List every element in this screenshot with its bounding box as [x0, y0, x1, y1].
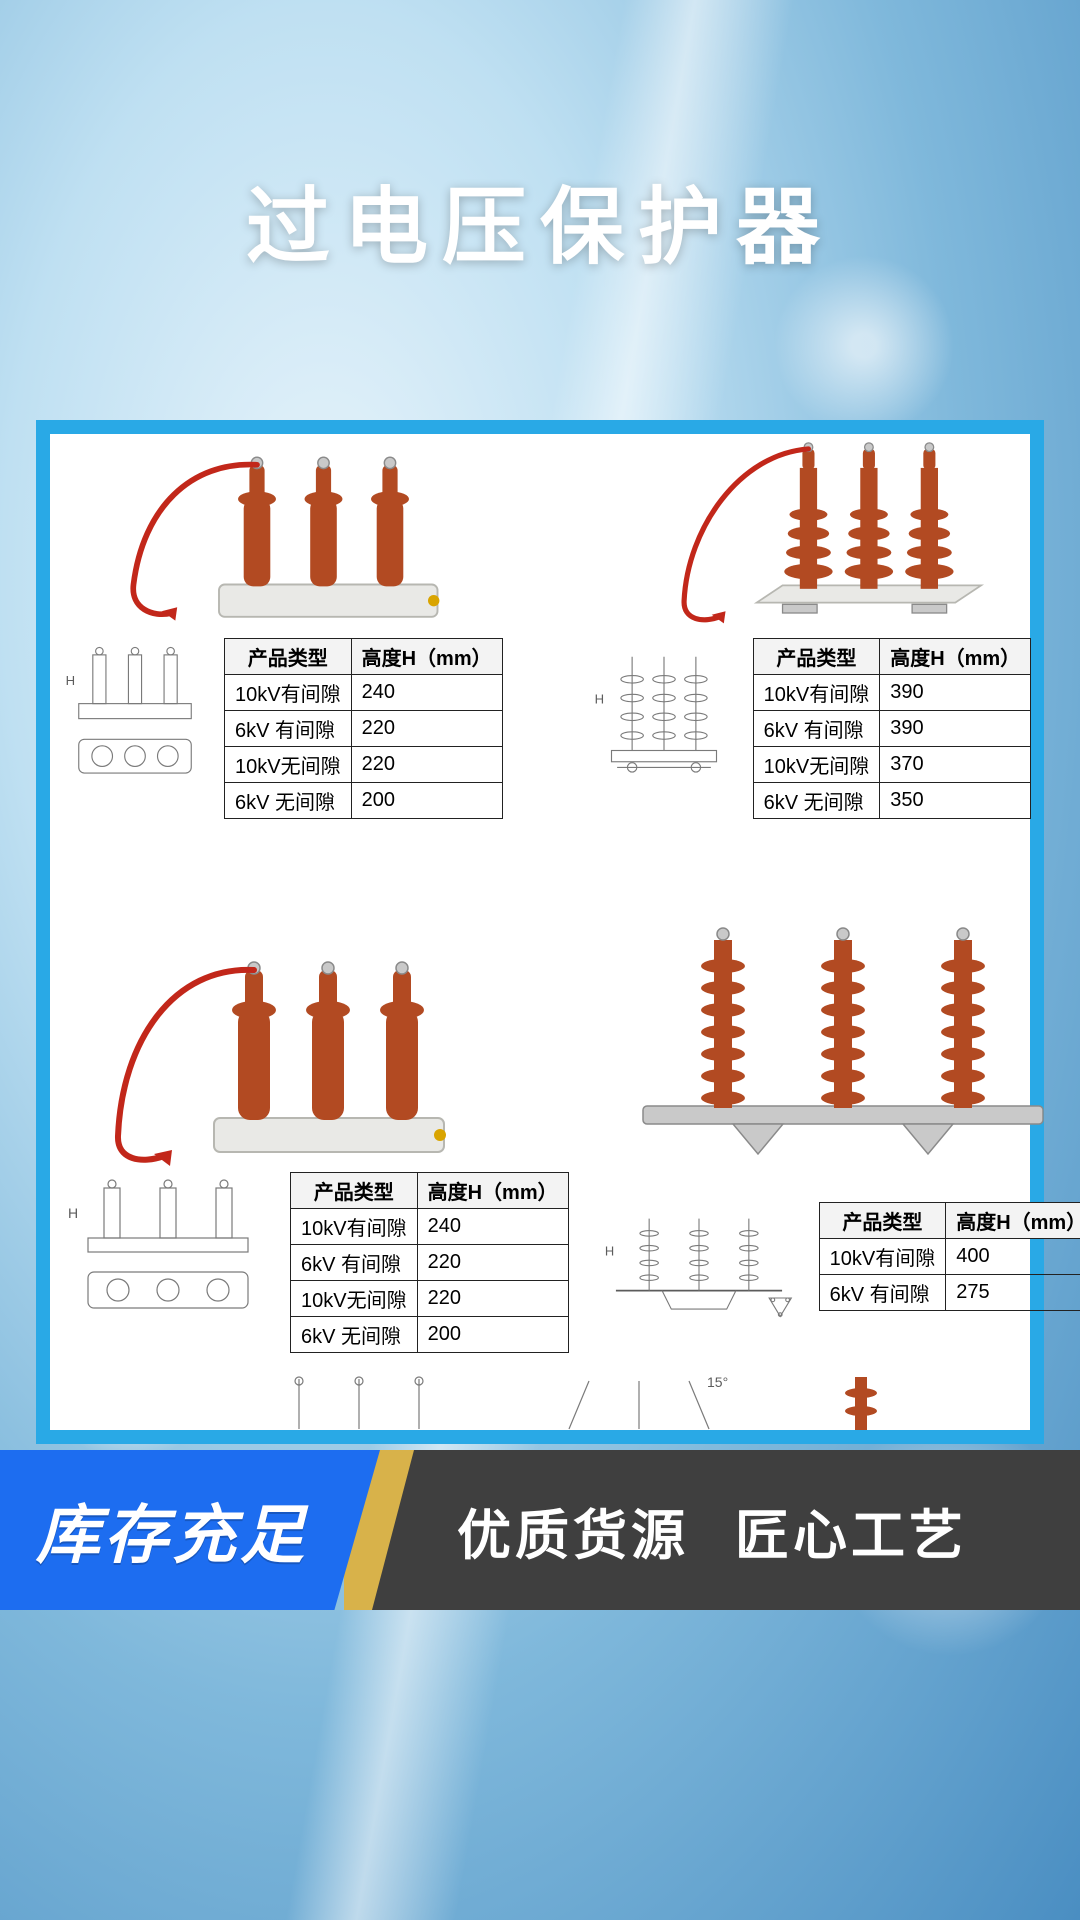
svg-text:H: H: [604, 1244, 613, 1259]
table-row: 10kV有间隙240: [291, 1208, 569, 1244]
catalog-truncated-row: 15°: [50, 1370, 1080, 1430]
schematic-drawing: H: [589, 1202, 809, 1322]
table-row: 10kV有间隙240: [225, 675, 503, 711]
col-header: 产品类型: [753, 639, 880, 675]
col-header: 产品类型: [819, 1203, 946, 1239]
col-header: 高度H（mm）: [417, 1172, 568, 1208]
catalog-cell-3: H 产品类型 高度H（mm） 10kV有间隙240 6kV 有间隙220 10k…: [50, 902, 579, 1360]
promo-banner: 库存充足 优质货源 匠心工艺: [0, 1450, 1080, 1610]
col-header: 高度H（mm）: [351, 639, 502, 675]
product-photo: [60, 442, 569, 632]
svg-text:15°: 15°: [707, 1374, 728, 1390]
col-header: 产品类型: [291, 1172, 418, 1208]
table-row: 10kV无间隙370: [753, 747, 1031, 783]
product-photo: [589, 910, 1080, 1170]
col-header: 高度H（mm）: [880, 639, 1031, 675]
schematic-drawing: H: [60, 1172, 280, 1322]
col-header: 高度H（mm）: [946, 1203, 1080, 1239]
catalog-cell-4: H 产品类型 高度H（mm） 10kV有间隙400 6k: [579, 902, 1080, 1360]
spec-table: 产品类型 高度H（mm） 10kV有间隙390 6kV 有间隙390 10kV无…: [753, 638, 1032, 819]
table-row: 10kV有间隙400: [819, 1239, 1080, 1275]
svg-text:H: H: [66, 673, 75, 688]
banner-left: 库存充足: [0, 1450, 380, 1610]
table-row: 10kV无间隙220: [291, 1280, 569, 1316]
spec-table: 产品类型 高度H（mm） 10kV有间隙240 6kV 有间隙220 10kV无…: [290, 1172, 569, 1355]
table-row: 6kV 有间隙220: [291, 1244, 569, 1280]
banner-left-label: 库存充足: [36, 1484, 308, 1576]
spec-table: 产品类型 高度H（mm） 10kV有间隙240 6kV 有间隙220 10kV无…: [224, 638, 503, 819]
table-row: 6kV 有间隙220: [225, 711, 503, 747]
catalog-cell-2: H 产品类型 高度H（mm） 10kV有间隙390 6kV 有间隙390 10k…: [579, 434, 1080, 892]
col-header: 产品类型: [225, 639, 352, 675]
table-row: 10kV无间隙220: [225, 747, 503, 783]
table-row: 6kV 有间隙275: [819, 1275, 1080, 1311]
table-row: 10kV有间隙390: [753, 675, 1031, 711]
product-photo: [60, 910, 569, 1170]
catalog-cell-1: H 产品类型 高度H（mm） 10kV有间隙240 6kV 有间隙220 10k…: [50, 434, 579, 892]
catalog-card: H 产品类型 高度H（mm） 10kV有间隙240 6kV 有间隙220 10k…: [36, 420, 1044, 1444]
table-row: 6kV 无间隙200: [291, 1316, 569, 1352]
schematic-drawing: H: [60, 638, 210, 788]
page-title: 过电压保护器: [0, 160, 1080, 281]
banner-right-label-1: 优质货源: [457, 1491, 689, 1570]
svg-text:H: H: [594, 692, 603, 707]
svg-text:H: H: [68, 1205, 78, 1221]
table-row: 6kV 无间隙350: [753, 783, 1031, 819]
spec-table: 产品类型 高度H（mm） 10kV有间隙400 6kV 有间隙275: [819, 1202, 1080, 1354]
banner-right: 优质货源 匠心工艺: [344, 1450, 1080, 1610]
schematic-drawing: H: [589, 638, 739, 788]
table-row: 6kV 有间隙390: [753, 711, 1031, 747]
product-photo: [589, 442, 1080, 632]
banner-right-label-2: 匠心工艺: [735, 1491, 967, 1570]
page-root: 过电压保护器: [0, 0, 1080, 1920]
table-row: 6kV 无间隙200: [225, 783, 503, 819]
